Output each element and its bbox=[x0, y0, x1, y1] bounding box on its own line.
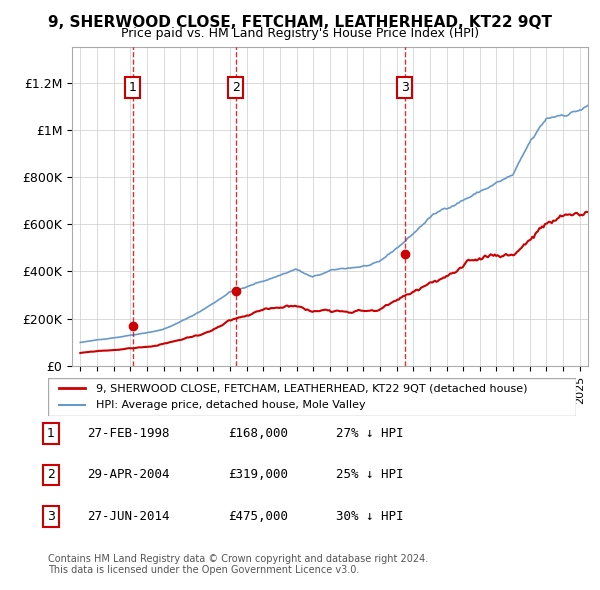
Text: £319,000: £319,000 bbox=[228, 468, 288, 481]
Text: 2: 2 bbox=[232, 81, 239, 94]
Text: £168,000: £168,000 bbox=[228, 427, 288, 440]
Text: Price paid vs. HM Land Registry's House Price Index (HPI): Price paid vs. HM Land Registry's House … bbox=[121, 27, 479, 40]
Text: 9, SHERWOOD CLOSE, FETCHAM, LEATHERHEAD, KT22 9QT: 9, SHERWOOD CLOSE, FETCHAM, LEATHERHEAD,… bbox=[48, 15, 552, 30]
Text: 3: 3 bbox=[47, 510, 55, 523]
Text: 1: 1 bbox=[47, 427, 55, 440]
Text: Contains HM Land Registry data © Crown copyright and database right 2024.
This d: Contains HM Land Registry data © Crown c… bbox=[48, 553, 428, 575]
Text: 2: 2 bbox=[47, 468, 55, 481]
Text: £475,000: £475,000 bbox=[228, 510, 288, 523]
Text: HPI: Average price, detached house, Mole Valley: HPI: Average price, detached house, Mole… bbox=[95, 400, 365, 410]
Text: 27-FEB-1998: 27-FEB-1998 bbox=[87, 427, 170, 440]
Text: 29-APR-2004: 29-APR-2004 bbox=[87, 468, 170, 481]
FancyBboxPatch shape bbox=[48, 378, 576, 416]
Text: 9, SHERWOOD CLOSE, FETCHAM, LEATHERHEAD, KT22 9QT (detached house): 9, SHERWOOD CLOSE, FETCHAM, LEATHERHEAD,… bbox=[95, 384, 527, 394]
Text: 25% ↓ HPI: 25% ↓ HPI bbox=[336, 468, 404, 481]
Text: 27-JUN-2014: 27-JUN-2014 bbox=[87, 510, 170, 523]
Text: 3: 3 bbox=[401, 81, 409, 94]
Text: 1: 1 bbox=[129, 81, 137, 94]
Text: 30% ↓ HPI: 30% ↓ HPI bbox=[336, 510, 404, 523]
Text: 27% ↓ HPI: 27% ↓ HPI bbox=[336, 427, 404, 440]
